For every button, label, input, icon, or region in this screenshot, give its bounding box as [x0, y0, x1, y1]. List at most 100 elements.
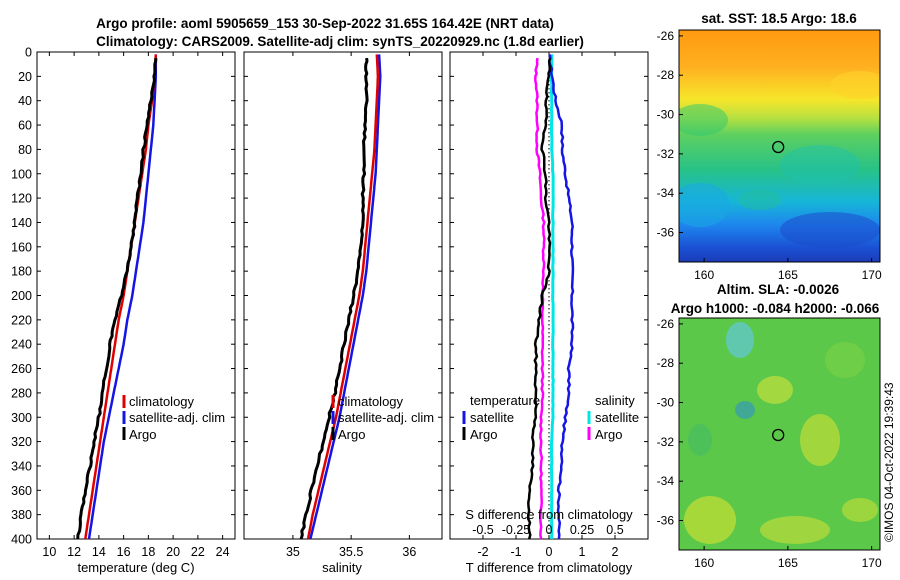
- series-line-argo: [299, 57, 369, 540]
- sst-map-panel: sat. SST: 18.5 Argo: 18.6 160 165 170 -26 -2…: [657, 11, 882, 282]
- legend-label-climatology: climatology: [338, 394, 404, 409]
- lat-tick-label: -28: [657, 68, 675, 82]
- depth-tick-label: 140: [11, 216, 32, 230]
- legend-label-argo: Argo: [129, 427, 156, 442]
- difference-depth-ticks: [450, 51, 648, 540]
- x-tick-label: -2: [477, 545, 488, 559]
- lat-tick-label: -26: [657, 317, 675, 331]
- depth-tick-label: 340: [11, 459, 32, 473]
- temperature-ticks: 10 12 14 16 18 20 22 24: [42, 52, 230, 559]
- series-line-temperature-satellite: [547, 54, 575, 540]
- s-difference-axis-label: S difference from climatology: [465, 507, 633, 522]
- depth-tick-label: 380: [11, 508, 32, 522]
- t-difference-ticks: -2 -1 0 1 2: [477, 52, 619, 559]
- lon-tick-label: 170: [862, 268, 882, 282]
- salinity-ticks: 35 35.5 36: [286, 52, 416, 559]
- x-tick-label: 18: [141, 545, 155, 559]
- sla-map-frame: [678, 317, 881, 551]
- depth-ticks: 0 20 40 60 80 100 120 140 160 180 200 220 240 260 280 3…: [11, 46, 235, 547]
- series-line-climatology: [306, 54, 380, 540]
- depth-tick-label: 40: [18, 94, 32, 108]
- x-tick-label: 2: [612, 545, 619, 559]
- lon-tick-label: 165: [778, 268, 798, 282]
- legend-label-s-satellite: satellite: [595, 410, 639, 425]
- lat-tick-label: -36: [657, 226, 675, 240]
- sst-map-frame: [678, 29, 881, 263]
- temperature-axes-frame: [36, 51, 236, 540]
- lon-tick-label: 170: [862, 556, 882, 570]
- depth-tick-label: 80: [18, 143, 32, 157]
- x-tick-label: 22: [191, 545, 205, 559]
- legend-label-climatology: climatology: [129, 394, 195, 409]
- legend-label-argo: Argo: [338, 427, 365, 442]
- depth-tick-label: 200: [11, 289, 32, 303]
- sla-map-panel: Altim. SLA: -0.0026 Argo h1000: -0.084 h…: [657, 282, 882, 570]
- sst-map-ticks: 160 165 170 -26 -28 -30 -32 -34 -36: [657, 29, 882, 282]
- s-tick-label: -0.5: [472, 523, 494, 537]
- depth-tick-label: 320: [11, 435, 32, 449]
- lat-tick-label: -36: [657, 514, 675, 528]
- depth-tick-label: 280: [11, 386, 32, 400]
- legend-label-s-argo: Argo: [595, 427, 622, 442]
- salinity-panel: 35 35.5 36 salinity climatology satellite-…: [243, 51, 443, 575]
- x-tick-label: 1: [579, 545, 586, 559]
- figure-title-line-1: Argo profile: aoml 5905659_153 30-Sep-20…: [96, 16, 554, 31]
- depth-tick-label: 60: [18, 119, 32, 133]
- salinity-axes-frame: [243, 51, 443, 540]
- lat-tick-label: -34: [657, 474, 675, 488]
- sla-map-ticks: 160 165 170 -26 -28 -30 -32 -34 -36: [657, 317, 882, 570]
- lat-tick-label: -32: [657, 147, 675, 161]
- x-tick-label: 35: [286, 545, 300, 559]
- legend-title-temperature: temperature: [470, 393, 540, 408]
- depth-tick-label: 20: [18, 70, 32, 84]
- depth-tick-label: 180: [11, 265, 32, 279]
- difference-legend: temperature satellite Argo salinity sate…: [462, 393, 639, 442]
- s-tick-label: 0.5: [606, 523, 623, 537]
- lat-tick-label: -34: [657, 186, 675, 200]
- depth-tick-label: 360: [11, 484, 32, 498]
- depth-tick-label: 260: [11, 362, 32, 376]
- temperature-legend: climatology satellite-adj. clim Argo: [122, 394, 225, 442]
- temperature-panel: 0 20 40 60 80 100 120 140 160 180 200 220 240 260 280 3…: [11, 46, 236, 575]
- legend-label-satellite-adj: satellite-adj. clim: [129, 410, 225, 425]
- depth-tick-label: 240: [11, 338, 32, 352]
- x-tick-label: 14: [92, 545, 106, 559]
- x-tick-label: 0: [546, 545, 553, 559]
- x-tick-label: 35.5: [339, 545, 363, 559]
- series-line-climatology: [84, 54, 158, 540]
- t-difference-axis-label: T difference from climatology: [466, 560, 633, 575]
- x-tick-label: 20: [166, 545, 180, 559]
- argo-location-marker: [772, 428, 785, 442]
- s-tick-label: -0.25: [502, 523, 531, 537]
- sla-map-subtitle: Argo h1000: -0.084 h2000: -0.066: [671, 301, 880, 316]
- s-tick-label: 0: [546, 523, 553, 537]
- s-difference-ticks: -0.5 -0.25 0 0.25 0.5: [472, 523, 624, 537]
- series-line-salinity-satellite: [549, 54, 555, 540]
- sla-field: [679, 318, 880, 550]
- lon-tick-label: 160: [694, 268, 714, 282]
- lat-tick-label: -26: [657, 29, 675, 43]
- lon-tick-label: 165: [778, 556, 798, 570]
- difference-panel: -2 -1 0 1 2 temperature satellite Argo salin…: [449, 51, 649, 575]
- lat-tick-label: -30: [657, 396, 675, 410]
- temperature-series: [76, 54, 158, 540]
- argo-location-marker: [772, 140, 785, 154]
- x-tick-label: 36: [402, 545, 416, 559]
- imos-timestamp-watermark: ©IMOS 04-Oct-2022 19:39:43: [882, 382, 896, 542]
- series-line-temperature-argo: [526, 57, 552, 540]
- x-tick-label: 24: [216, 545, 230, 559]
- sla-map-title: Altim. SLA: -0.0026: [717, 282, 840, 297]
- figure-title-line-2: Climatology: CARS2009. Satellite-adj cli…: [96, 34, 584, 49]
- legend-label-t-satellite: satellite: [470, 410, 514, 425]
- legend-label-satellite-adj: satellite-adj. clim: [338, 410, 434, 425]
- salinity-axis-label: salinity: [322, 560, 362, 575]
- series-line-argo: [76, 58, 158, 540]
- lat-tick-label: -30: [657, 108, 675, 122]
- series-line-satellite-adj-clim: [87, 54, 158, 540]
- legend-title-salinity: salinity: [595, 393, 635, 408]
- salinity-depth-ticks: [244, 51, 442, 540]
- x-tick-label: 10: [42, 545, 56, 559]
- x-tick-label: 12: [67, 545, 81, 559]
- depth-tick-label: 160: [11, 240, 32, 254]
